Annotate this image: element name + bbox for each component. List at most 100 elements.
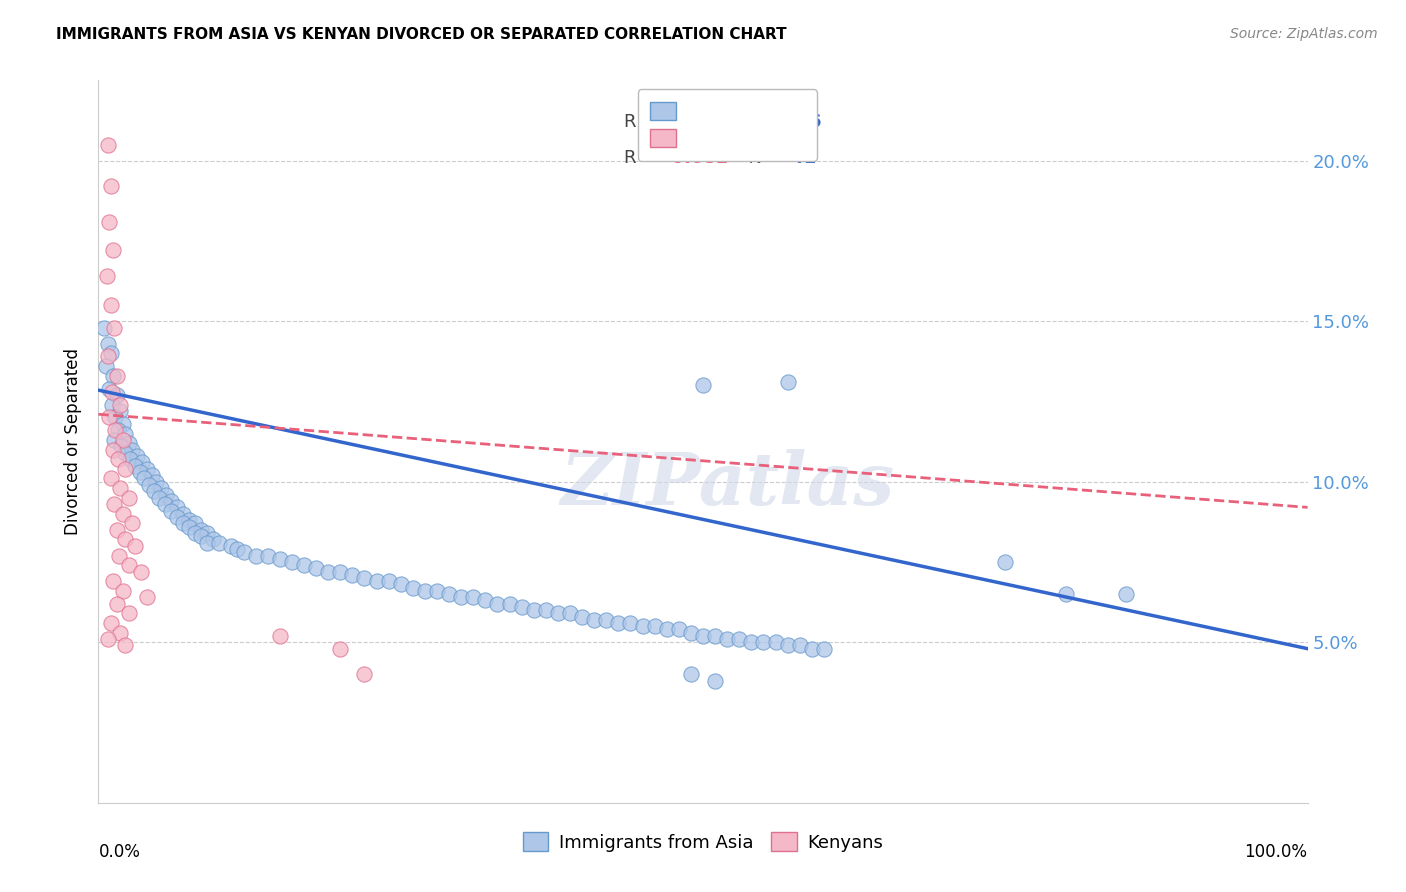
Point	[145, 475, 167, 489]
Point	[256, 549, 278, 563]
Point	[97, 350, 120, 364]
Point	[108, 404, 131, 418]
Point	[100, 298, 122, 312]
Point	[108, 549, 131, 563]
Point	[437, 587, 460, 601]
Text: 0.0%: 0.0%	[98, 843, 141, 861]
Point	[523, 603, 546, 617]
Point	[377, 574, 399, 589]
Point	[104, 410, 127, 425]
Point	[402, 581, 425, 595]
Point	[124, 539, 146, 553]
Point	[353, 571, 375, 585]
Point	[571, 609, 593, 624]
Text: 106: 106	[785, 112, 823, 131]
Point	[668, 623, 690, 637]
Point	[450, 591, 472, 605]
Point	[776, 375, 799, 389]
Point	[153, 497, 176, 511]
Point	[353, 667, 375, 681]
Point	[107, 452, 129, 467]
Point	[101, 244, 124, 258]
Point	[486, 597, 509, 611]
Point	[118, 452, 141, 467]
Point	[166, 510, 188, 524]
Point	[534, 603, 557, 617]
Point	[93, 320, 115, 334]
Point	[107, 423, 129, 437]
Point	[716, 632, 738, 646]
Point	[128, 465, 150, 479]
Point	[143, 484, 166, 499]
Point	[103, 433, 125, 447]
Point	[1054, 587, 1077, 601]
Point	[789, 639, 811, 653]
Point	[184, 516, 207, 531]
Point	[316, 565, 339, 579]
Point	[160, 503, 183, 517]
Text: ZIPatlas: ZIPatlas	[560, 450, 894, 520]
Point	[595, 613, 617, 627]
Point	[510, 599, 533, 614]
Text: R =: R =	[624, 149, 664, 167]
Point	[426, 583, 449, 598]
Point	[148, 491, 170, 505]
Point	[100, 179, 122, 194]
Point	[118, 558, 141, 573]
Point	[114, 446, 136, 460]
Point	[190, 523, 212, 537]
Point	[100, 398, 122, 412]
Point	[994, 555, 1017, 569]
Point	[101, 368, 124, 383]
Point	[269, 629, 291, 643]
Point	[463, 591, 485, 605]
Point	[96, 269, 118, 284]
Point	[138, 478, 160, 492]
Point	[195, 535, 218, 549]
Point	[329, 641, 352, 656]
Point	[644, 619, 666, 633]
Text: 41: 41	[785, 149, 817, 167]
Point	[94, 359, 117, 373]
Point	[692, 378, 714, 392]
Point	[498, 597, 520, 611]
Text: N =: N =	[737, 112, 789, 131]
Point	[208, 535, 231, 549]
Point	[728, 632, 751, 646]
Point	[800, 641, 823, 656]
Point	[776, 639, 799, 653]
Point	[305, 561, 328, 575]
Y-axis label: Divorced or Separated: Divorced or Separated	[65, 348, 83, 535]
Point	[179, 513, 201, 527]
Point	[108, 398, 131, 412]
Point	[190, 529, 212, 543]
Point	[329, 565, 352, 579]
Point	[121, 516, 143, 531]
Legend: Immigrants from Asia, Kenyans: Immigrants from Asia, Kenyans	[516, 825, 890, 859]
Point	[100, 384, 122, 399]
Point	[129, 565, 152, 579]
Text: Source: ZipAtlas.com: Source: ZipAtlas.com	[1230, 27, 1378, 41]
Point	[114, 426, 136, 441]
Point	[127, 449, 149, 463]
Point	[619, 615, 641, 630]
Point	[155, 487, 177, 501]
Point	[389, 577, 412, 591]
Point	[1115, 587, 1137, 601]
Text: IMMIGRANTS FROM ASIA VS KENYAN DIVORCED OR SEPARATED CORRELATION CHART: IMMIGRANTS FROM ASIA VS KENYAN DIVORCED …	[56, 27, 787, 42]
Point	[97, 137, 120, 152]
Point	[366, 574, 388, 589]
Point	[124, 458, 146, 473]
Point	[131, 455, 153, 469]
Point	[101, 574, 124, 589]
Point	[269, 551, 291, 566]
Point	[740, 635, 762, 649]
Point	[110, 439, 132, 453]
Point	[100, 615, 122, 630]
Point	[704, 629, 727, 643]
Point	[547, 607, 569, 621]
Point	[111, 433, 134, 447]
Point	[108, 625, 131, 640]
Point	[413, 583, 436, 598]
Point	[118, 491, 141, 505]
